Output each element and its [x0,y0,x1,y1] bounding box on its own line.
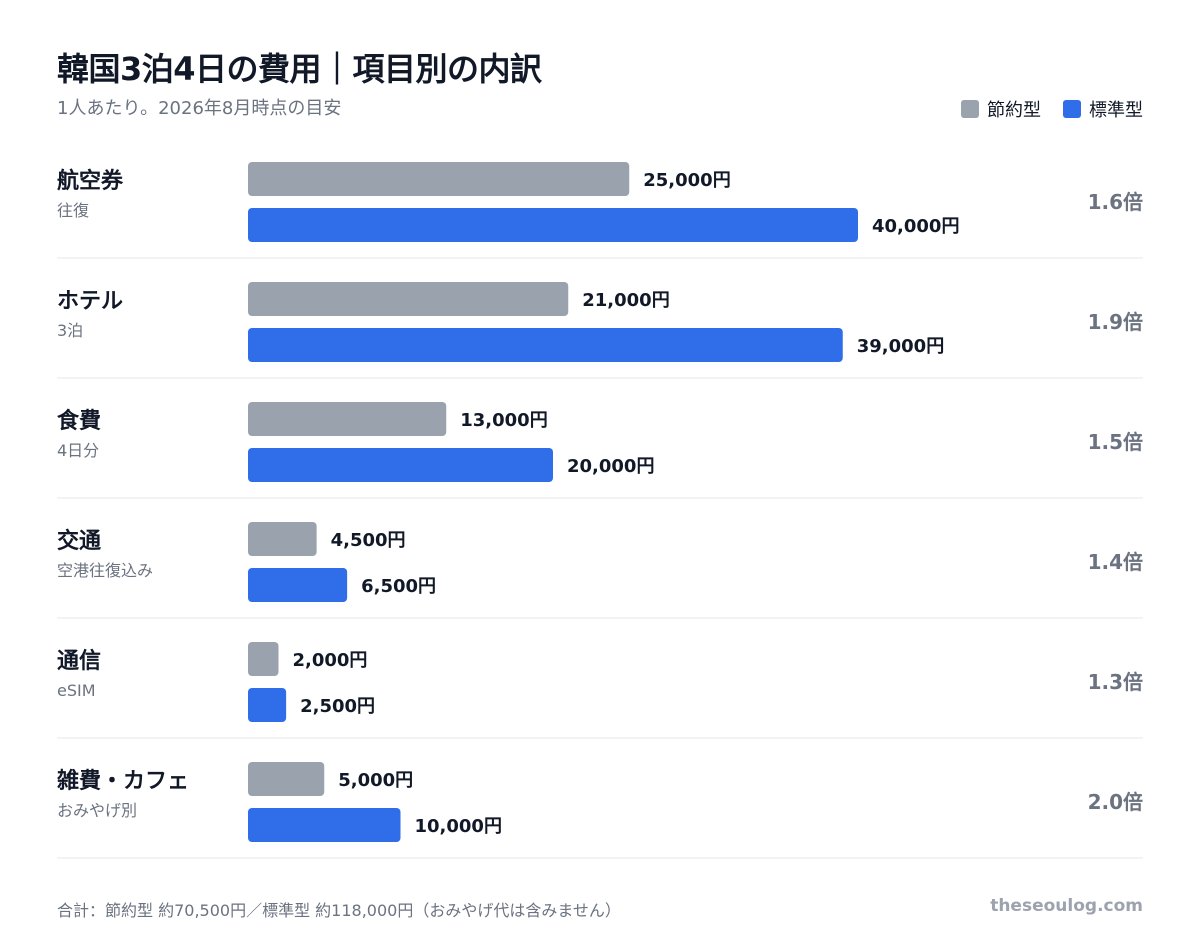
bar-standard [248,808,401,842]
value-label: 39,000円 [857,336,944,357]
bar-standard [248,688,287,722]
chart-subtitle: 1人あたり。2026年8月時点の目安 [57,98,342,119]
ratio-label: 1.5倍 [1088,430,1143,454]
bar-standard [248,328,843,362]
ratio-label: 1.4倍 [1088,550,1143,574]
value-label: 5,000円 [338,770,413,791]
legend-item-standard: 標準型 [1063,96,1143,122]
legend-label-budget: 節約型 [987,100,1041,121]
ratio-label: 1.6倍 [1088,190,1143,214]
bar-standard [248,208,858,242]
category-label: 交通 [57,528,101,554]
bar-standard [248,448,553,482]
value-label: 6,500円 [361,576,436,597]
ratio-label: 1.3倍 [1088,670,1143,694]
footer-note: 合計：節約型 約70,500円／標準型 約118,000円（おみやげ代は含みませ… [57,901,621,920]
chart-title: 韓国3泊4日の費用｜項目別の内訳 [57,50,542,88]
legend-item-budget: 節約型 [961,96,1041,122]
value-label: 21,000円 [582,290,669,311]
value-label: 4,500円 [331,530,406,551]
legend-swatch-budget [961,100,979,118]
value-label: 10,000円 [415,816,502,837]
category-note: 往復 [57,201,89,220]
bar-budget [248,162,630,196]
value-label: 13,000円 [460,410,547,431]
value-label: 40,000円 [872,216,959,237]
value-label: 2,500円 [300,696,375,717]
category-label: 通信 [57,648,101,674]
category-note: 3泊 [57,321,83,340]
value-label: 25,000円 [643,170,730,191]
brand-link[interactable]: theseoulog.com [990,896,1143,916]
ratio-label: 1.9倍 [1088,310,1143,334]
bar-budget [248,642,279,676]
bar-budget [248,762,325,796]
legend-label-standard: 標準型 [1089,100,1143,121]
category-label: 航空券 [57,168,124,194]
ratio-label: 2.0倍 [1088,790,1143,814]
value-label: 2,000円 [293,650,368,671]
bar-budget [248,522,317,556]
category-label: ホテル [57,289,123,314]
category-note: 空港往復込み [57,561,153,580]
category-note: おみやげ別 [57,801,137,820]
category-note: eSIM [57,681,96,700]
bar-budget [248,282,569,316]
bar-standard [248,568,348,602]
category-label: 食費 [57,408,101,434]
legend-swatch-standard [1063,100,1081,118]
legend: 節約型 標準型 [949,96,1143,122]
value-label: 20,000円 [567,456,654,477]
category-note: 4日分 [57,441,99,460]
category-label: 雑費・カフェ [56,768,189,794]
bar-budget [248,402,447,436]
